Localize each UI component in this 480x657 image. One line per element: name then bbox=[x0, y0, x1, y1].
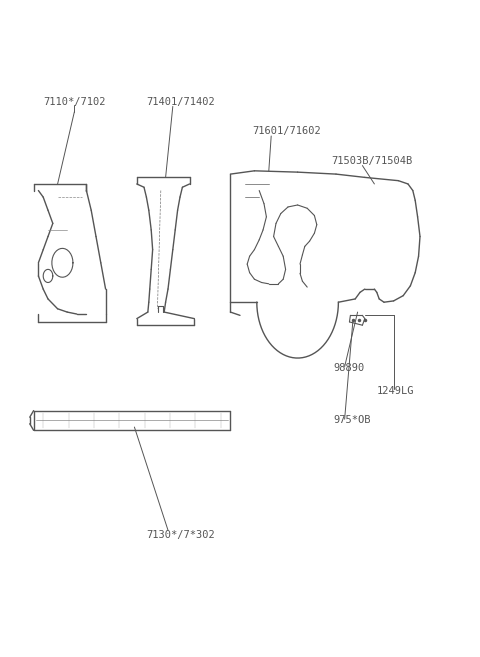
Text: 71601/71602: 71601/71602 bbox=[252, 126, 321, 137]
Text: 7110*/7102: 7110*/7102 bbox=[43, 97, 106, 107]
Text: 98890: 98890 bbox=[334, 363, 365, 373]
Text: 7130*/7*302: 7130*/7*302 bbox=[146, 530, 215, 541]
Text: 71503B/71504B: 71503B/71504B bbox=[331, 156, 412, 166]
Text: 1249LG: 1249LG bbox=[377, 386, 414, 396]
Text: 975*OB: 975*OB bbox=[334, 415, 371, 426]
Text: 71401/71402: 71401/71402 bbox=[146, 97, 215, 107]
